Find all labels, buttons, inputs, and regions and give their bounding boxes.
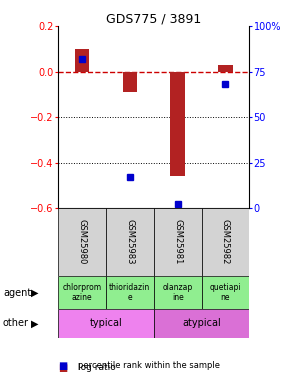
Bar bbox=[218, 65, 233, 72]
Bar bbox=[106, 276, 154, 309]
Text: other: other bbox=[3, 318, 29, 328]
Text: log ratio: log ratio bbox=[78, 363, 116, 372]
Text: GSM25981: GSM25981 bbox=[173, 219, 182, 265]
Bar bbox=[106, 208, 154, 276]
Text: ■: ■ bbox=[58, 363, 67, 372]
Text: thioridazin
e: thioridazin e bbox=[109, 283, 151, 302]
Text: ■: ■ bbox=[58, 361, 67, 370]
Bar bbox=[58, 208, 106, 276]
Bar bbox=[171, 72, 185, 176]
Bar bbox=[154, 309, 249, 338]
Bar bbox=[202, 208, 249, 276]
Text: olanzap
ine: olanzap ine bbox=[162, 283, 193, 302]
Text: percentile rank within the sample: percentile rank within the sample bbox=[78, 361, 220, 370]
Text: GSM25980: GSM25980 bbox=[77, 219, 86, 265]
Bar bbox=[202, 276, 249, 309]
Text: ▶: ▶ bbox=[31, 288, 39, 297]
Text: quetiapi
ne: quetiapi ne bbox=[210, 283, 241, 302]
Bar bbox=[58, 276, 106, 309]
Text: ▶: ▶ bbox=[31, 318, 39, 328]
Text: typical: typical bbox=[90, 318, 122, 328]
Title: GDS775 / 3891: GDS775 / 3891 bbox=[106, 12, 201, 25]
Bar bbox=[154, 276, 202, 309]
Bar bbox=[58, 309, 154, 338]
Text: agent: agent bbox=[3, 288, 31, 297]
Bar bbox=[75, 49, 89, 72]
Text: GSM25983: GSM25983 bbox=[125, 219, 134, 265]
Text: chlorprom
azine: chlorprom azine bbox=[62, 283, 102, 302]
Bar bbox=[154, 208, 202, 276]
Text: atypical: atypical bbox=[182, 318, 221, 328]
Text: GSM25982: GSM25982 bbox=[221, 219, 230, 265]
Bar bbox=[123, 72, 137, 92]
